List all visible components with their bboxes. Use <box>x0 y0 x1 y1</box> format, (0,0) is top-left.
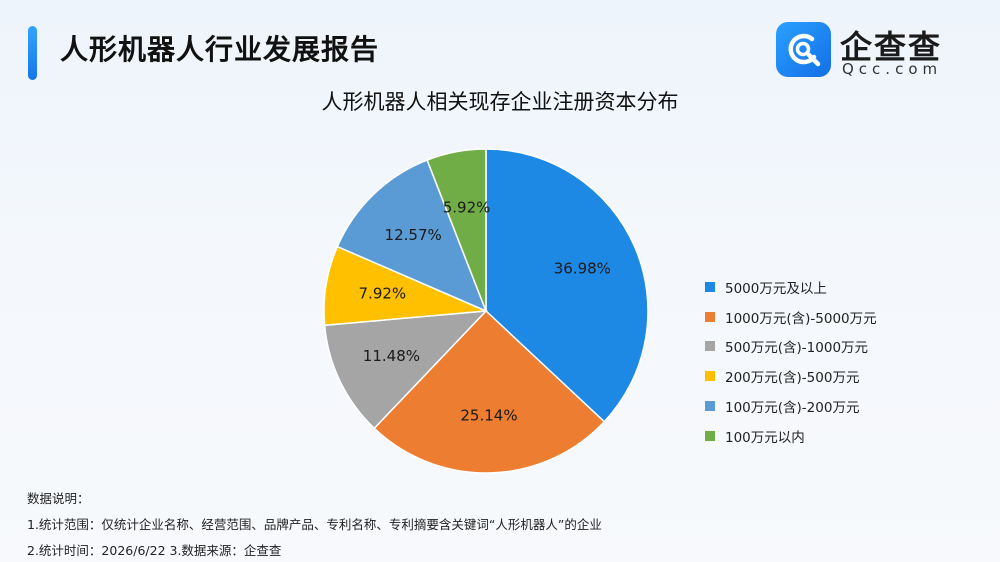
chart-title: 人形机器人相关现存企业注册资本分布 <box>321 90 679 114</box>
legend-item-5: 100万元以内 <box>705 421 877 451</box>
pie-slice-4 <box>336 159 488 313</box>
pie-data-label-5: 5.92% <box>443 198 491 216</box>
legend-swatch-1 <box>705 311 715 322</box>
qcc-logo-icon <box>776 22 831 77</box>
legend-swatch-0 <box>705 281 715 292</box>
legend-item-0: 5000万元及以上 <box>705 272 877 302</box>
logo-domain: Qcc.com <box>842 60 943 78</box>
notes-heading: 数据说明： <box>27 491 90 506</box>
legend-item-3: 200万元(含)-500万元 <box>705 361 877 391</box>
notes-line-1: 1.统计范围：仅统计企业名称、经营范围、品牌产品、专利名称、专利摘要含关键词“人… <box>27 517 602 532</box>
pie-slice-2 <box>323 310 488 430</box>
pie-slice-1 <box>373 309 606 474</box>
legend-label-5: 100万元以内 <box>725 429 805 446</box>
pie-data-label-4: 12.57% <box>385 226 442 244</box>
chart-legend: 5000万元及以上 1000万元(含)-5000万元 500万元(含)-1000万元… <box>705 272 877 451</box>
legend-swatch-3 <box>705 371 715 382</box>
legend-item-2: 500万元(含)-1000万元 <box>705 332 877 362</box>
pie-data-label-0: 36.98% <box>554 260 611 278</box>
pie-data-label-3: 7.92% <box>359 285 407 303</box>
pie-slice-0 <box>485 148 649 423</box>
pie-data-label-1: 25.14% <box>460 406 517 424</box>
report-title: 人形机器人行业发展报告 <box>60 33 380 66</box>
legend-label-4: 100万元(含)-200万元 <box>725 400 860 417</box>
pie-slice-5 <box>426 148 487 312</box>
data-notes: 数据说明： 1.统计范围：仅统计企业名称、经营范围、品牌产品、专利名称、专利摘要… <box>27 486 602 562</box>
legend-label-3: 200万元(含)-500万元 <box>725 370 860 387</box>
legend-swatch-4 <box>705 401 715 412</box>
legend-swatch-2 <box>705 341 715 352</box>
qcc-logo: 企查查 Qcc.com <box>776 22 976 82</box>
pie-data-label-2: 11.48% <box>363 347 420 365</box>
notes-line-2: 2.统计时间：2026/6/22 3.数据来源：企查查 <box>27 543 282 558</box>
legend-swatch-5 <box>705 430 715 441</box>
legend-label-2: 500万元(含)-1000万元 <box>725 340 869 357</box>
legend-label-0: 5000万元及以上 <box>725 280 827 297</box>
legend-label-1: 1000万元(含)-5000万元 <box>725 310 877 327</box>
logo-name: 企查查 <box>840 28 943 66</box>
header-accent-bar <box>28 26 37 80</box>
legend-item-4: 100万元(含)-200万元 <box>705 391 877 421</box>
legend-item-1: 1000万元(含)-5000万元 <box>705 302 877 332</box>
